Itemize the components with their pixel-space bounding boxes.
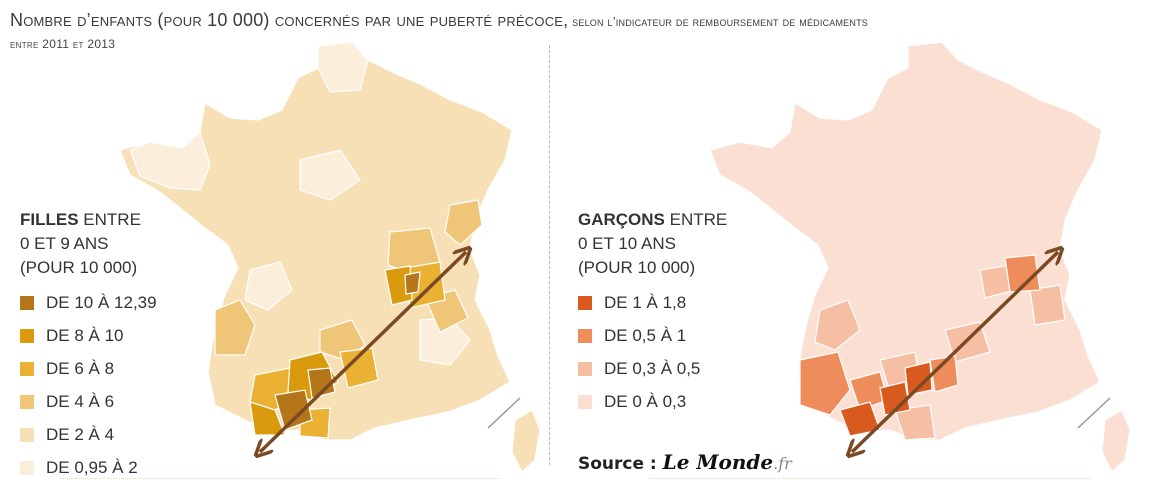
legend-swatch xyxy=(20,295,34,310)
le-monde-logo: Le Monde xyxy=(662,450,774,474)
sea-marker-filles xyxy=(487,397,521,429)
legend-swatch xyxy=(20,427,34,442)
region-garcons xyxy=(1029,284,1066,326)
legend-item: DE 0,5 À 1 xyxy=(578,319,727,352)
bottom-rule-left xyxy=(60,478,500,487)
legend-item: DE 0,3 À 0,5 xyxy=(578,352,727,385)
legend-item: DE 0,95 À 2 xyxy=(20,451,157,484)
legend-item: DE 2 À 4 xyxy=(20,418,157,451)
legend-swatch xyxy=(578,328,592,343)
sea-marker-garcons xyxy=(1077,397,1111,429)
corsica-garcons xyxy=(1101,409,1131,473)
legend-swatch xyxy=(578,295,592,310)
map-subtitle: entre 2011 et 2013 xyxy=(10,37,116,51)
bottom-rule-right xyxy=(650,478,1090,487)
legend-item: DE 1 À 1,8 xyxy=(578,286,727,319)
legend-item: DE 4 À 6 xyxy=(20,385,157,418)
map-title: Nombre d’enfants (pour 10 000) concernés… xyxy=(10,10,868,30)
legend-item: DE 6 À 8 xyxy=(20,352,157,385)
legend-swatch xyxy=(20,460,34,475)
legend-swatch xyxy=(20,394,34,409)
legend-item: DE 10 À 12,39 xyxy=(20,286,157,319)
map-filles xyxy=(119,41,541,473)
legend-heading: GARÇONS ENTRE 0 ET 10 ANS (POUR 10 000) xyxy=(578,210,728,277)
map-garcons xyxy=(709,41,1131,473)
divider xyxy=(549,45,550,465)
legend-swatch xyxy=(578,361,592,376)
source-credit: Source : Le Monde.fr xyxy=(578,450,792,474)
legend-swatch xyxy=(20,361,34,376)
trend-arrow-filles xyxy=(260,252,466,452)
legend-filles: FILLES ENTRE 0 ET 9 ANS (POUR 10 000) DE… xyxy=(20,208,157,484)
trend-arrow-garcons xyxy=(852,252,1058,452)
legend-garcons: GARÇONS ENTRE 0 ET 10 ANS (POUR 10 000) … xyxy=(578,208,727,418)
region-filles xyxy=(444,199,483,246)
legend-swatch xyxy=(578,394,592,409)
legend-item: DE 8 À 10 xyxy=(20,319,157,352)
corsica-filles xyxy=(511,409,541,473)
region-filles xyxy=(299,149,361,201)
region-filles xyxy=(317,41,369,93)
region-filles xyxy=(214,299,256,356)
region-filles xyxy=(404,271,421,295)
legend-heading: FILLES ENTRE 0 ET 9 ANS (POUR 10 000) xyxy=(20,210,141,277)
region-garcons xyxy=(799,351,851,416)
legend-item: DE 0 À 0,3 xyxy=(578,385,727,418)
region-filles xyxy=(129,130,211,191)
legend-swatch xyxy=(20,328,34,343)
